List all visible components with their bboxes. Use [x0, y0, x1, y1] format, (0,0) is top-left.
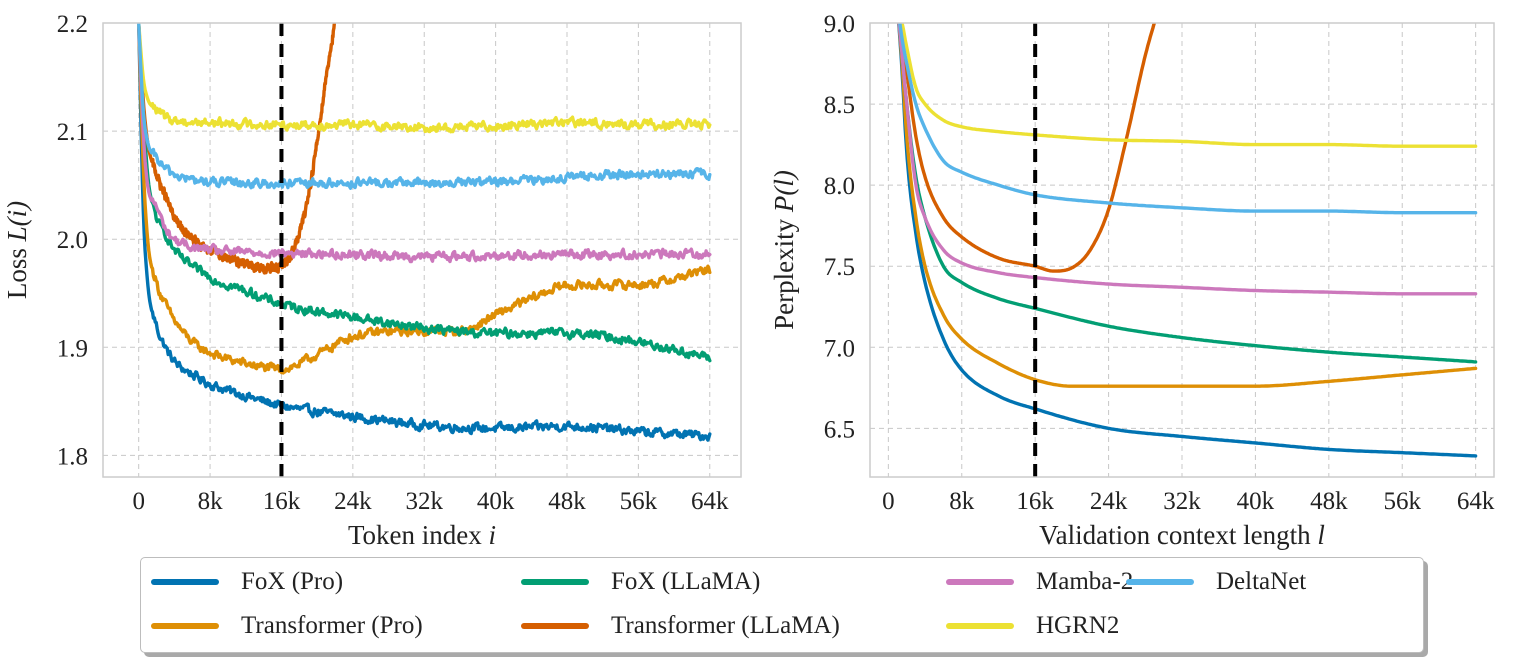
legend-item-fox-llama: FoX (LLaMA) [521, 565, 760, 599]
x-tick-label: 48k [548, 488, 586, 515]
legend-item-transformer-pro: Transformer (Pro) [151, 609, 423, 643]
y-tick-label: 8.0 [824, 173, 855, 200]
x-tick-label: 0 [882, 488, 895, 515]
x-tick-label: 64k [1457, 488, 1495, 515]
legend-item-hgrn2: HGRN2 [946, 609, 1119, 643]
legend-label: Transformer (LLaMA) [611, 612, 840, 639]
y-tick-label: 6.5 [824, 416, 855, 443]
legend-swatch [521, 623, 589, 629]
y-tick-label: 2.1 [57, 119, 88, 146]
y-tick-label: 1.8 [57, 443, 88, 470]
y-tick-label: 2.0 [57, 227, 88, 254]
legend-label: Transformer (Pro) [241, 612, 423, 639]
x-tick-label: 16k [263, 488, 301, 515]
y-tick-label: 2.2 [57, 11, 88, 38]
x-tick-label: 40k [477, 488, 515, 515]
y-axis-label: Perplexity P(l) [769, 170, 799, 330]
legend: FoX (Pro) Transformer (Pro) FoX (LLaMA) … [140, 557, 1424, 653]
x-tick-label: 32k [1163, 488, 1201, 515]
x-tick-label: 48k [1310, 488, 1348, 515]
legend-swatch [946, 579, 1014, 585]
x-tick-label: 40k [1237, 488, 1275, 515]
x-tick-label: 8k [949, 488, 975, 515]
legend-item-fox-pro: FoX (Pro) [151, 565, 343, 599]
series-line-fox-llama [897, 23, 1478, 364]
series-line-transformer-pro [136, 23, 712, 375]
legend-label: HGRN2 [1036, 612, 1120, 639]
legend-label: Mamba-2 [1036, 568, 1134, 595]
y-tick-label: 7.5 [824, 254, 855, 281]
y-tick-label: 1.9 [57, 335, 88, 362]
series-line-deltanet [136, 23, 712, 190]
legend-item-transformer-llama: Transformer (LLaMA) [521, 609, 840, 643]
legend-swatch [151, 623, 219, 629]
x-axis-label: Token index i [348, 520, 496, 550]
legend-label: DeltaNet [1216, 568, 1307, 595]
y-axis-label: Loss L(i) [2, 201, 32, 299]
legend-swatch [1126, 579, 1194, 585]
legend-item-deltanet: DeltaNet [1126, 565, 1306, 599]
series-line-mamba-2 [136, 23, 712, 264]
series-line-hgrn2 [900, 23, 1478, 148]
y-tick-label: 8.5 [824, 92, 855, 119]
x-tick-label: 16k [1016, 488, 1054, 515]
legend-label: FoX (LLaMA) [611, 568, 761, 595]
series-line-hgrn2 [136, 23, 712, 134]
plot-frame [102, 22, 742, 478]
plot-frame [869, 22, 1495, 478]
y-tick-label: 9.0 [824, 11, 855, 38]
series-line-deltanet [898, 23, 1478, 215]
x-tick-label: 24k [1090, 488, 1128, 515]
x-axis-label: Validation context length l [1039, 520, 1325, 550]
legend-label: FoX (Pro) [241, 568, 344, 595]
legend-item-mamba-2: Mamba-2 [946, 565, 1133, 599]
series-line-transformer-pro [897, 23, 1478, 388]
series-line-transformer-llama [136, 23, 337, 275]
x-tick-label: 8k [198, 488, 224, 515]
legend-swatch [151, 579, 219, 585]
x-tick-label: 32k [405, 488, 443, 515]
series-line-transformer-llama [898, 23, 1157, 273]
x-tick-label: 0 [132, 488, 145, 515]
x-tick-label: 56k [1383, 488, 1421, 515]
series-line-fox-llama [136, 23, 712, 363]
x-tick-label: 56k [620, 488, 658, 515]
series-line-mamba-2 [897, 23, 1478, 296]
x-tick-label: 24k [334, 488, 372, 515]
chart-panel-2: 0 8k 16k 24k 32k 40k 48k 56k 64k 6.5 7.0 7.5 8.0 8.5 9… [769, 11, 1495, 550]
x-tick-label: 64k [691, 488, 729, 515]
series-line-fox-pro [897, 23, 1478, 458]
legend-swatch [946, 623, 1014, 629]
y-tick-label: 7.0 [824, 335, 855, 362]
chart-panel-1: 0 8k 16k 24k 32k 40k 48k 56k 64k 1.8 1.9 2.0 2.1 2.2 T… [2, 11, 742, 550]
series-line-fox-pro [136, 23, 712, 442]
legend-swatch [521, 579, 589, 585]
